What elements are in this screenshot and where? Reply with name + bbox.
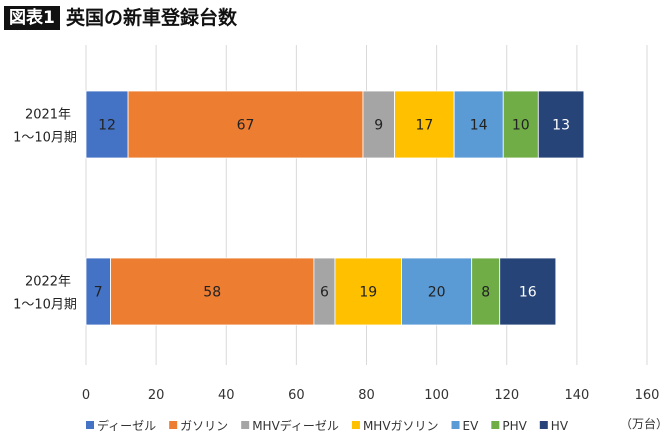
data-label: 6 [320,285,329,301]
legend-swatch [351,421,360,429]
unit-label: （万台） [620,416,668,431]
data-label: 19 [359,285,377,301]
x-tick-label: 40 [218,388,235,403]
x-tick-label: 160 [635,388,660,403]
data-label: 14 [470,118,488,134]
x-tick-label: 80 [358,388,375,403]
bar-segment [362,90,395,159]
data-label: 12 [98,118,116,134]
data-label: 67 [237,118,255,134]
legend-label: EV [463,419,480,433]
x-tick-label: 140 [564,388,589,403]
data-label: 13 [552,118,570,134]
data-label: 7 [94,285,103,301]
legend-swatch [241,421,250,429]
bar-segment [453,90,504,159]
legend-label: MHVガソリン [363,419,439,433]
x-tick-label: 100 [424,388,449,403]
figure-badge: 図表1 [4,6,60,30]
bar-segment [85,90,129,159]
data-label: 10 [512,118,530,134]
legend-swatch [491,421,500,429]
bar-segment [127,90,364,159]
legend-label: HV [551,419,569,433]
legend-label: ディーゼル [97,418,156,433]
bar-segment [110,257,315,326]
category-label: 1〜10月期 [13,131,77,146]
x-tick-label: 120 [494,388,519,403]
data-label: 8 [481,285,490,301]
category-label: 1〜10月期 [13,298,77,313]
x-tick-label: 60 [288,388,305,403]
category-label: 2022年 [25,275,71,290]
bar-segment [537,90,585,159]
data-label: 16 [519,285,537,301]
bar-segment [499,257,557,326]
legend-label: ガソリン [180,419,228,433]
bar-segment [394,90,455,159]
data-label: 58 [203,285,221,301]
data-label: 20 [428,285,446,301]
category-label: 2021年 [25,108,71,123]
bar-segment [471,257,501,326]
bar-segment [502,90,539,159]
bar-segment [401,257,473,326]
legend-label: PHV [502,419,527,433]
bar-segment [85,257,111,326]
x-tick-label: 0 [82,388,90,403]
legend-swatch [169,421,178,429]
legend-label: MHVディーゼル [252,418,339,433]
data-label: 9 [374,118,383,134]
legend-swatch [539,421,548,429]
legend-swatch [451,421,460,429]
x-tick-label: 20 [148,388,165,403]
bar-segment [334,257,402,326]
legend-swatch [86,421,94,429]
chart-title: 英国の新車登録台数 [66,7,238,29]
data-label: 17 [415,118,433,134]
